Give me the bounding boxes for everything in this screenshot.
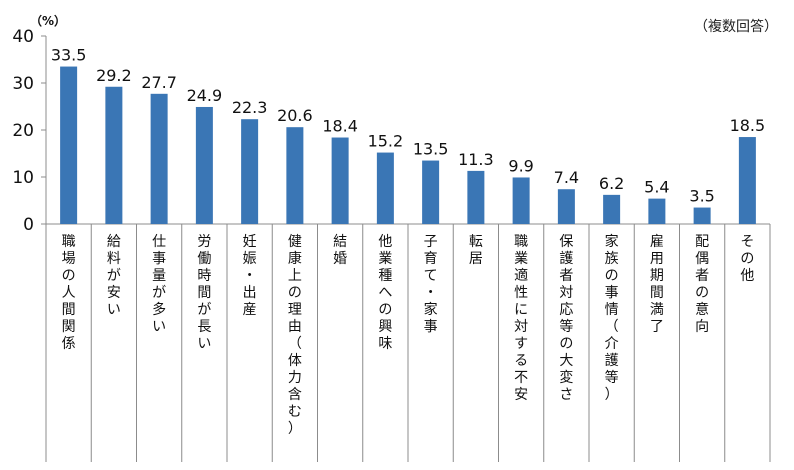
bar xyxy=(512,177,530,224)
bar xyxy=(150,93,168,224)
y-axis-ticks: 0 10 20 30 40 xyxy=(12,27,46,235)
category-label: 職業適性に対する不安 xyxy=(514,234,528,403)
category-label: 転居 xyxy=(469,234,483,267)
data-label: 11.3 xyxy=(458,150,494,169)
bar xyxy=(376,152,394,224)
y-tick-label: 0 xyxy=(23,215,34,235)
y-tick-label: 20 xyxy=(12,121,34,141)
bar xyxy=(557,189,575,224)
data-label: 20.6 xyxy=(277,106,313,125)
category-labels: 職場の人間関係 給料が安い 仕事量が多い 労働時間が長い 妊娠・出産 健康上の理由（体力含… xyxy=(62,233,755,437)
category-label: 雇用期間満了 xyxy=(650,233,664,335)
category-label: 家族の事情（介護等） xyxy=(605,233,619,403)
y-tick-label: 10 xyxy=(12,168,34,188)
bar xyxy=(60,66,78,224)
data-label: 33.5 xyxy=(51,46,87,65)
bars: 33.5 29.2 27.7 24.9 22.3 20.6 18.4 15.2 13.5 11.3… xyxy=(51,46,765,224)
bar xyxy=(286,127,304,224)
data-label: 13.5 xyxy=(413,140,449,159)
data-label: 22.3 xyxy=(232,98,268,117)
y-tick-label: 30 xyxy=(12,74,34,94)
data-label: 27.7 xyxy=(141,73,177,92)
category-dividers xyxy=(45,224,771,462)
data-label: 3.5 xyxy=(689,187,714,206)
category-label: 労働時間が長い xyxy=(197,234,211,352)
category-label: 保護者対応等の大変さ xyxy=(559,234,573,403)
category-label: 妊娠・出産 xyxy=(243,234,257,318)
category-label: 職場の人間関係 xyxy=(62,234,76,352)
data-label: 24.9 xyxy=(187,86,223,105)
bar xyxy=(693,207,711,224)
category-label: 給料が安い xyxy=(107,234,121,318)
bar xyxy=(603,194,621,224)
category-label: 仕事量が多い xyxy=(152,234,166,335)
data-label: 6.2 xyxy=(599,174,624,193)
category-label: 子育て・家事 xyxy=(424,234,438,335)
data-label: 7.4 xyxy=(554,168,579,187)
category-label: 健康上の理由（体力含む） xyxy=(288,234,302,437)
data-label: 9.9 xyxy=(508,156,533,175)
category-label: 結婚 xyxy=(333,234,347,267)
data-label: 18.5 xyxy=(730,116,766,135)
data-label: 5.4 xyxy=(644,178,669,197)
multiple-answer-note: （複数回答） xyxy=(694,19,778,35)
category-label: その他 xyxy=(740,234,754,284)
category-label: 配偶者の意向 xyxy=(695,234,709,335)
y-axis-unit-label: （%） xyxy=(30,13,66,28)
bar xyxy=(422,160,440,224)
bar xyxy=(467,170,485,224)
bar xyxy=(738,137,756,224)
data-label: 29.2 xyxy=(96,66,132,85)
y-tick-label: 40 xyxy=(12,27,34,47)
bar xyxy=(331,137,349,224)
bar xyxy=(195,106,213,224)
bar xyxy=(648,198,666,224)
bar xyxy=(241,119,259,224)
data-label: 15.2 xyxy=(368,132,404,151)
category-label: 他業種への興味 xyxy=(378,234,392,352)
bar xyxy=(105,86,123,224)
data-label: 18.4 xyxy=(322,117,358,136)
